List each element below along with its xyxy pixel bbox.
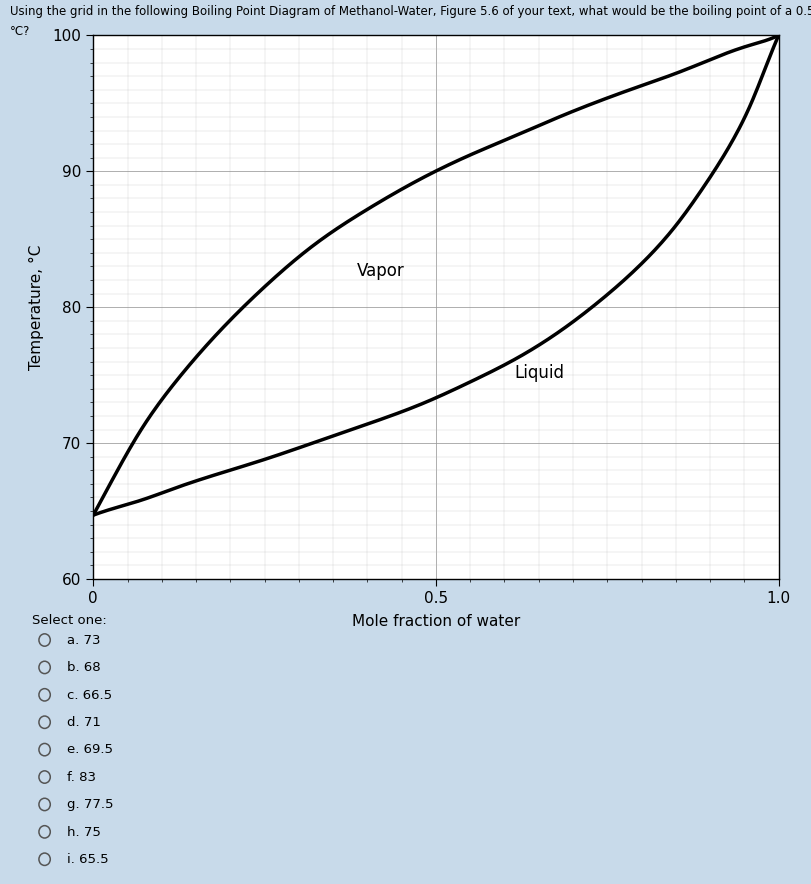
Text: e. 69.5: e. 69.5 (67, 743, 113, 757)
Text: h. 75: h. 75 (67, 826, 101, 839)
Text: i. 65.5: i. 65.5 (67, 853, 108, 866)
Text: a. 73: a. 73 (67, 634, 100, 647)
Text: d. 71: d. 71 (67, 716, 101, 729)
Text: Liquid: Liquid (515, 364, 564, 382)
X-axis label: Mole fraction of water: Mole fraction of water (352, 614, 520, 629)
Text: g. 77.5: g. 77.5 (67, 798, 113, 812)
Text: Vapor: Vapor (357, 262, 405, 280)
Text: °C?: °C? (10, 25, 30, 38)
Text: Using the grid in the following Boiling Point Diagram of Methanol-Water, Figure : Using the grid in the following Boiling … (10, 5, 811, 19)
Text: f. 83: f. 83 (67, 771, 96, 784)
Text: c. 66.5: c. 66.5 (67, 689, 112, 702)
Text: b. 68: b. 68 (67, 661, 100, 674)
Y-axis label: Temperature, °C: Temperature, °C (29, 245, 45, 370)
Text: Select one:: Select one: (32, 614, 107, 628)
